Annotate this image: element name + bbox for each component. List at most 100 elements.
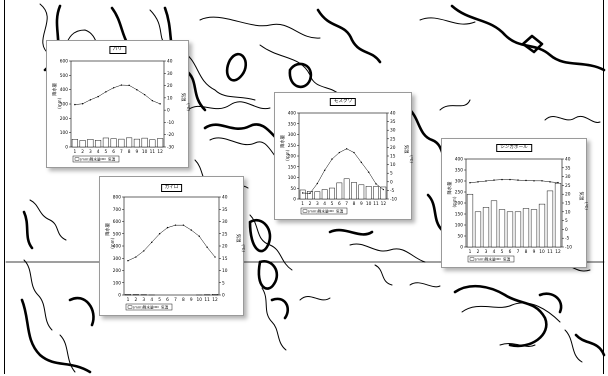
chart-title: シンガポール	[496, 144, 532, 152]
temperature-line	[74, 84, 161, 105]
precipitation-bar	[124, 294, 132, 296]
right-axis-tick-label: 20	[390, 145, 396, 151]
right-axis-tick-label: 30	[167, 71, 173, 77]
temperature-point	[136, 89, 138, 91]
right-axis-tick-label: 25	[565, 183, 571, 189]
temperature-point	[493, 179, 495, 181]
precipitation-bar	[506, 211, 514, 248]
temperature-point	[345, 148, 348, 150]
right-axis-tick-label: 35	[222, 207, 228, 213]
precipitation-bar	[358, 184, 365, 200]
x-axis-tick-label: 12	[381, 201, 387, 207]
temperature-point	[97, 95, 99, 98]
precipitation-bar	[141, 137, 148, 148]
temperature-point	[501, 178, 503, 181]
left-axis-unit: (mm)	[452, 196, 457, 207]
left-axis-tick-label: 0	[65, 145, 68, 151]
right-axis-tick-label: 0	[167, 108, 170, 114]
x-axis-tick-label: 9	[533, 249, 536, 255]
precipitation-bar	[365, 186, 372, 200]
temperature-point	[316, 182, 319, 185]
x-axis-tick-label: 7	[345, 201, 348, 207]
legend-box	[72, 155, 120, 163]
x-axis-tick-label: 10	[196, 297, 202, 303]
right-axis-tick-label: -10	[390, 197, 397, 203]
figure-frame	[4, 0, 604, 374]
x-axis-tick-label: 1	[74, 149, 77, 155]
right-axis-tick-label: 30	[390, 128, 396, 134]
right-axis-label: 気温	[235, 234, 242, 243]
legend-label-precipitation: (mm)降水量	[308, 209, 329, 214]
temperature-point	[533, 180, 535, 182]
right-axis-unit: (℃)	[186, 103, 190, 111]
x-axis-tick-label: 8	[353, 201, 356, 207]
temperature-point	[151, 241, 153, 244]
x-axis-tick-label: 4	[493, 249, 496, 255]
left-axis-tick-label: 150	[288, 164, 296, 170]
left-axis-tick-label: 100	[288, 175, 296, 181]
x-axis-tick-label: 3	[485, 249, 488, 255]
right-axis-tick-label: 20	[222, 244, 228, 250]
temperature-point	[557, 181, 559, 184]
chart-title: パリ	[108, 46, 127, 54]
temperature-point	[143, 250, 145, 252]
temperature-point	[301, 192, 304, 194]
legend-box	[125, 303, 173, 311]
left-axis-tick-label: 350	[288, 121, 296, 127]
temperature-point	[206, 246, 208, 248]
x-axis-tick-label: 3	[89, 149, 92, 155]
temperature-point	[158, 233, 161, 235]
legend-bar-swatch	[74, 157, 80, 161]
left-axis-tick-label: 300	[113, 256, 121, 262]
temperature-point	[214, 256, 216, 258]
right-axis-tick-label: -20	[167, 132, 174, 138]
temperature-point	[112, 87, 115, 89]
precipitation-bar	[373, 186, 379, 200]
chart-plot: 4003503002502001501005004035302520151050…	[446, 157, 588, 263]
left-axis-tick-label: 300	[455, 179, 463, 185]
x-axis-tick-label: 6	[338, 201, 341, 207]
left-axis-tick-label: 800	[113, 195, 121, 201]
legend-label-temperature: 気温	[161, 305, 169, 310]
temperature-line	[127, 224, 216, 261]
precipitation-bar	[79, 140, 86, 148]
chart-plot: 4003503002502001501005004035302520151050…	[279, 111, 413, 215]
left-axis-tick-label: 250	[288, 143, 296, 149]
precipitation-bar	[87, 139, 94, 148]
x-axis-tick-label: 12	[157, 149, 163, 155]
right-axis-tick-label: 20	[565, 192, 571, 198]
left-axis-tick-label: 200	[455, 201, 463, 207]
left-axis-tick-label: 700	[113, 207, 121, 213]
right-axis-tick-label: -5	[565, 236, 570, 242]
right-axis-tick-label: 40	[565, 157, 571, 163]
climate-chart-singapore: シンガポール 400 350 300 250 200 150 100 50 0 40 35 30 25 2…	[441, 138, 588, 268]
x-axis-tick-label: 7	[120, 149, 123, 155]
x-axis-tick-label: 12	[212, 297, 218, 303]
right-axis-tick-label: 0	[565, 227, 568, 233]
x-axis-tick-label: 4	[97, 149, 100, 155]
temperature-point	[331, 158, 333, 160]
right-axis-tick-label: 0	[390, 179, 393, 185]
left-axis-unit: (mm)	[57, 97, 62, 108]
right-axis-tick-label: 20	[167, 83, 173, 89]
temperature-line	[469, 179, 559, 184]
left-axis-tick-label: 400	[288, 111, 296, 117]
temperature-point	[182, 224, 185, 226]
right-axis-unit: (℃)	[241, 244, 245, 252]
climate-chart-moscow: モスクワ 400 350 300 250 200 150 100 50 0 40 35 30 25 20 1…	[274, 92, 413, 220]
x-axis-tick-label: 1	[301, 201, 304, 207]
x-axis-tick-label: 11	[204, 297, 210, 303]
left-axis-tick-label: 300	[288, 132, 296, 138]
x-axis-tick-label: 10	[539, 249, 545, 255]
legend-box	[300, 207, 348, 215]
temperature-point	[375, 183, 377, 185]
left-axis-label: 降水量	[279, 134, 286, 148]
right-axis-tick-label: 10	[390, 162, 396, 168]
temperature-point	[81, 103, 84, 105]
precipitation-bar	[522, 208, 530, 248]
x-axis-tick-label: 9	[360, 201, 363, 207]
temperature-point	[477, 181, 479, 183]
right-axis-tick-label: 25	[390, 136, 396, 142]
right-axis-tick-label: 0	[222, 293, 225, 299]
x-axis-tick-label: 7	[174, 297, 177, 303]
